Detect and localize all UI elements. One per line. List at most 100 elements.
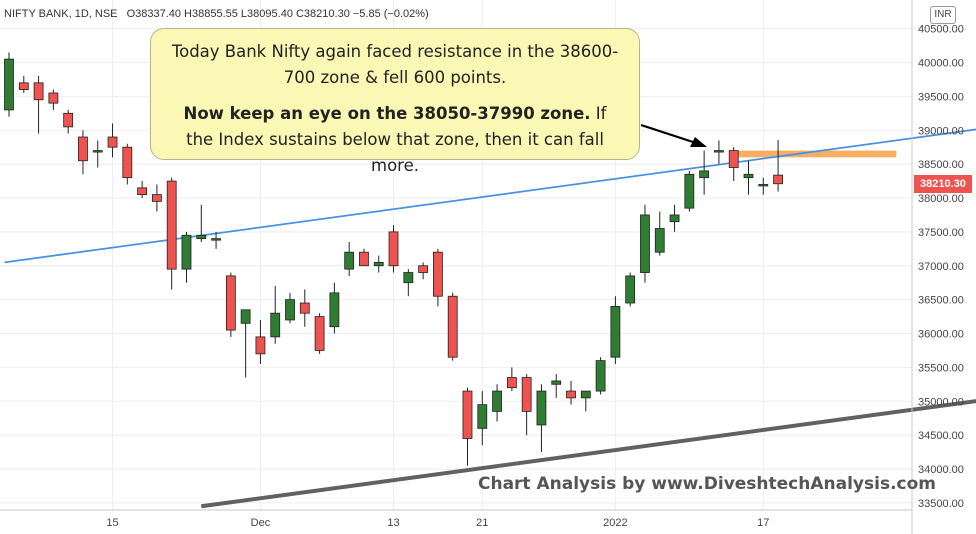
candle[interactable] bbox=[536, 384, 547, 453]
candle[interactable] bbox=[63, 109, 74, 134]
candle[interactable] bbox=[299, 289, 310, 327]
candle[interactable] bbox=[654, 211, 665, 256]
candle[interactable] bbox=[566, 380, 576, 405]
price-axis[interactable]: 33500.00 34000.00 34500.00 35000.00 35500.00… bbox=[918, 24, 964, 510]
candle[interactable] bbox=[137, 181, 148, 198]
time-tick-label: 2022 bbox=[603, 517, 627, 529]
ohlc-readout: O38337.40 H38855.55 L38095.40 C38210.30 … bbox=[127, 8, 429, 20]
candle[interactable] bbox=[610, 296, 621, 364]
candle[interactable] bbox=[625, 272, 636, 307]
candle[interactable] bbox=[728, 147, 739, 182]
candle[interactable] bbox=[477, 391, 488, 446]
candle[interactable] bbox=[714, 140, 724, 165]
candle-body bbox=[684, 173, 695, 209]
resistance-zone bbox=[733, 150, 897, 158]
candle-body bbox=[181, 234, 192, 270]
candle-body bbox=[299, 302, 310, 314]
candle-body bbox=[270, 312, 281, 338]
candle[interactable] bbox=[285, 292, 295, 324]
candle[interactable] bbox=[122, 143, 133, 185]
candle[interactable] bbox=[255, 319, 266, 364]
candle-body bbox=[137, 187, 148, 196]
price-tick-label: 38500.00 bbox=[918, 159, 964, 171]
candle-body bbox=[63, 112, 74, 128]
candle[interactable] bbox=[595, 357, 606, 395]
candle-body bbox=[699, 170, 710, 179]
candle[interactable] bbox=[344, 242, 355, 276]
candle-body bbox=[640, 214, 650, 273]
candle-body bbox=[477, 404, 488, 429]
price-tick-label: 37000.00 bbox=[918, 261, 964, 273]
candle-body bbox=[255, 336, 266, 355]
candle-body bbox=[373, 261, 384, 267]
price-tick-label: 35500.00 bbox=[918, 362, 964, 374]
last-price-tag: 38210.30 bbox=[914, 175, 972, 193]
candle[interactable] bbox=[433, 248, 443, 307]
candle[interactable] bbox=[684, 170, 695, 212]
candle[interactable] bbox=[359, 248, 369, 267]
candle[interactable] bbox=[314, 313, 325, 354]
support-trendline[interactable] bbox=[201, 398, 976, 509]
price-tick-label: 40500.00 bbox=[918, 24, 964, 36]
time-tick-label: 15 bbox=[106, 517, 118, 529]
candle[interactable] bbox=[669, 204, 680, 232]
candle[interactable] bbox=[196, 204, 207, 243]
candle[interactable] bbox=[166, 177, 177, 290]
candle[interactable] bbox=[773, 140, 783, 192]
candle-body bbox=[225, 275, 236, 331]
candle[interactable] bbox=[418, 262, 429, 280]
candle[interactable] bbox=[18, 76, 29, 93]
chart-header: NIFTY BANK, 1D, NSE O38337.40 H38855.55 … bbox=[4, 8, 429, 20]
candle[interactable] bbox=[743, 160, 754, 195]
candle[interactable] bbox=[48, 89, 59, 110]
candle-body bbox=[566, 390, 576, 399]
candle[interactable] bbox=[699, 150, 710, 195]
candle-body bbox=[33, 82, 44, 101]
candle-body bbox=[433, 251, 443, 297]
candle-body bbox=[418, 265, 429, 273]
candle-body bbox=[151, 194, 162, 202]
candle[interactable] bbox=[551, 374, 562, 398]
candle[interactable] bbox=[270, 286, 281, 344]
candle[interactable] bbox=[758, 177, 769, 195]
candle[interactable] bbox=[580, 390, 591, 412]
candle[interactable] bbox=[107, 123, 118, 158]
candle[interactable] bbox=[4, 52, 14, 117]
currency-badge[interactable]: INR bbox=[930, 6, 956, 24]
candle[interactable] bbox=[92, 140, 103, 168]
price-tick-label: 33500.00 bbox=[918, 498, 964, 510]
candle[interactable] bbox=[447, 292, 458, 361]
annotation-line-2: Now keep an eye on the 38050-37990 zone.… bbox=[169, 101, 621, 179]
candle[interactable] bbox=[211, 231, 221, 249]
price-tick-label: 36000.00 bbox=[918, 329, 964, 341]
candle[interactable] bbox=[181, 231, 192, 283]
candle[interactable] bbox=[240, 309, 251, 378]
price-tick-label: 40000.00 bbox=[918, 58, 964, 70]
candle[interactable] bbox=[403, 269, 414, 297]
candle[interactable] bbox=[521, 374, 532, 436]
candle-body bbox=[48, 92, 59, 104]
candle-body bbox=[743, 173, 754, 179]
annotation-line-2-bold: Now keep an eye on the 38050-37990 zone. bbox=[183, 104, 591, 123]
candle-body bbox=[211, 238, 221, 241]
watermark: Chart Analysis by www.DiveshtechAnalysis… bbox=[478, 474, 936, 494]
annotation-line-1: Today Bank Nifty again faced resistance … bbox=[171, 42, 619, 87]
candle[interactable] bbox=[151, 184, 162, 212]
candle-body bbox=[344, 251, 355, 270]
candle-body bbox=[714, 150, 724, 153]
candle[interactable] bbox=[492, 384, 502, 422]
time-axis[interactable]: 15 Dec 13 21 2022 17 bbox=[106, 517, 769, 529]
candle-body bbox=[728, 150, 739, 168]
candle[interactable] bbox=[329, 282, 340, 334]
candle-body bbox=[551, 380, 562, 385]
candle[interactable] bbox=[462, 387, 473, 466]
candle[interactable] bbox=[506, 367, 517, 392]
candle[interactable] bbox=[33, 76, 44, 134]
candle[interactable] bbox=[640, 204, 650, 283]
candle[interactable] bbox=[388, 225, 399, 273]
candle[interactable] bbox=[373, 255, 384, 273]
time-tick-label: 21 bbox=[476, 517, 488, 529]
candle[interactable] bbox=[78, 130, 88, 175]
candle-body bbox=[388, 231, 399, 267]
candle[interactable] bbox=[225, 272, 236, 337]
